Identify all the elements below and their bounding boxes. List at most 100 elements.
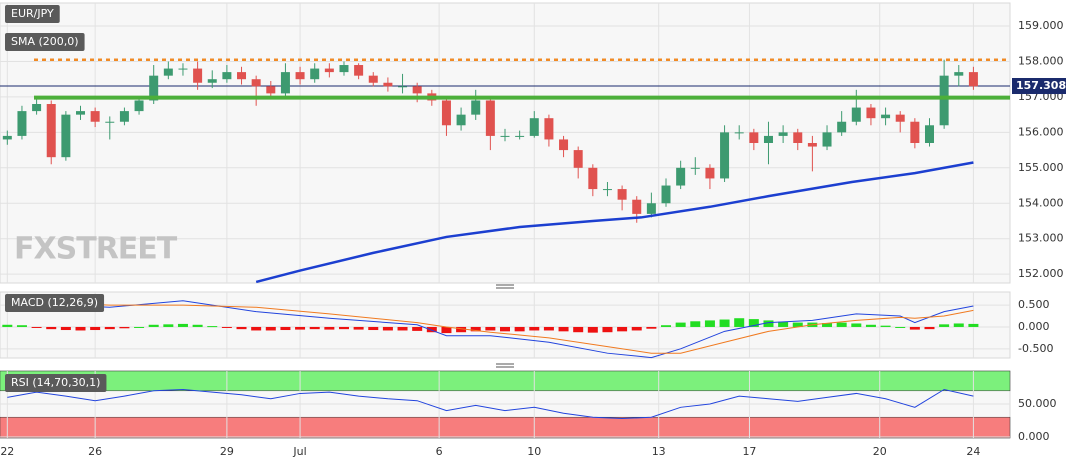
candle-body	[559, 139, 569, 151]
candle-body	[280, 72, 290, 94]
histogram-bar	[602, 326, 613, 333]
title-box	[5, 374, 107, 392]
title-text: EUR/JPY	[11, 7, 54, 20]
histogram-bar	[236, 326, 247, 330]
histogram-bar	[822, 323, 833, 327]
line	[7, 388, 974, 420]
histogram-bar	[368, 326, 379, 331]
candle-body	[324, 68, 334, 73]
histogram-bar	[543, 326, 554, 331]
panel-title: SMA (200,0)	[5, 33, 85, 51]
histogram-bar	[119, 326, 130, 329]
candle-body	[339, 65, 349, 73]
histogram-bar	[338, 326, 349, 330]
last-price-box	[1012, 78, 1066, 95]
title-text: RSI (14,70,30,1)	[11, 376, 100, 389]
candle-body	[237, 72, 247, 80]
candle-body	[793, 132, 803, 143]
histogram-bar	[514, 326, 525, 332]
y-tick-label: 155.000	[1018, 161, 1064, 174]
histogram-bar	[192, 324, 203, 327]
histogram-bar	[939, 324, 950, 327]
candle-body	[441, 100, 451, 126]
x-tick-label: 24	[966, 445, 980, 458]
candle-body	[485, 100, 495, 136]
histogram-bar	[382, 326, 393, 331]
candle-body	[32, 104, 42, 112]
histogram-bar	[324, 326, 335, 330]
candle-body	[602, 189, 612, 191]
candle-body	[573, 150, 583, 168]
histogram-bar	[778, 321, 789, 327]
y-tick-label: 0.000	[1018, 320, 1050, 333]
y-tick-label: 50.000	[1018, 397, 1057, 410]
histogram-bar	[953, 323, 964, 327]
candle-body	[617, 189, 627, 200]
candle-body	[295, 72, 305, 80]
candle-body	[866, 107, 876, 119]
candle-body	[763, 135, 773, 143]
histogram-bar	[309, 326, 320, 330]
histogram-bar	[456, 326, 467, 333]
candle-body	[178, 68, 188, 70]
histogram-bar	[719, 319, 730, 327]
y-tick-label: 0.000	[1018, 430, 1050, 443]
histogram-bar	[558, 326, 569, 332]
histogram-bar	[646, 326, 657, 329]
candle-body	[676, 167, 686, 186]
panel-title: MACD (12,26,9)	[5, 294, 105, 312]
candle-body	[661, 185, 671, 204]
histogram-bar	[177, 323, 188, 327]
last-price-label: 157.308	[1016, 79, 1066, 92]
candle-body	[778, 132, 788, 136]
x-tick-label: 13	[652, 445, 666, 458]
histogram-bar	[631, 326, 642, 331]
candle-body	[398, 86, 408, 88]
histogram-bar	[31, 326, 42, 328]
candle-body	[2, 135, 12, 140]
candle-body	[632, 199, 642, 214]
candle-body	[544, 118, 554, 140]
x-tick-label: 6	[436, 445, 443, 458]
histogram-bar	[426, 326, 437, 333]
histogram-bar	[2, 324, 13, 327]
candle-body	[61, 114, 71, 158]
candle-body	[119, 111, 129, 122]
x-tick-label: 17	[742, 445, 756, 458]
candle-body	[646, 203, 656, 214]
oversold-band	[0, 416, 1011, 439]
y-tick-label: 154.000	[1018, 196, 1064, 209]
panel-title: RSI (14,70,30,1)	[5, 374, 107, 392]
histogram-bar	[851, 323, 862, 327]
histogram-bar	[909, 326, 920, 330]
candle-body	[924, 125, 934, 143]
candle-body	[134, 100, 144, 112]
candle-body	[310, 68, 320, 80]
candle-body	[837, 121, 847, 133]
histogram-bar	[16, 325, 27, 327]
y-tick-label: -0.500	[1018, 342, 1053, 355]
histogram-bar	[675, 322, 686, 327]
candle-body	[354, 65, 364, 76]
histogram-bar	[134, 326, 145, 328]
x-tick-label: 20	[873, 445, 887, 458]
candle-body	[588, 167, 598, 190]
histogram-bar	[148, 324, 159, 327]
candle-body	[690, 167, 700, 169]
histogram-bar	[880, 325, 891, 327]
candle-body	[207, 79, 217, 83]
x-tick-label: 10	[527, 445, 541, 458]
histogram-bar	[865, 324, 876, 327]
candle-body	[412, 86, 422, 94]
histogram-bar	[90, 326, 101, 331]
candle-body	[515, 135, 525, 137]
title-text: MACD (12,26,9)	[11, 296, 98, 309]
histogram-bar	[412, 326, 423, 331]
histogram-bar	[75, 326, 86, 331]
histogram-bar	[704, 320, 715, 327]
candle-body	[807, 143, 817, 147]
line	[7, 300, 974, 359]
candle-body	[734, 132, 744, 134]
histogram-bar	[280, 326, 291, 331]
candle-body	[163, 68, 173, 76]
